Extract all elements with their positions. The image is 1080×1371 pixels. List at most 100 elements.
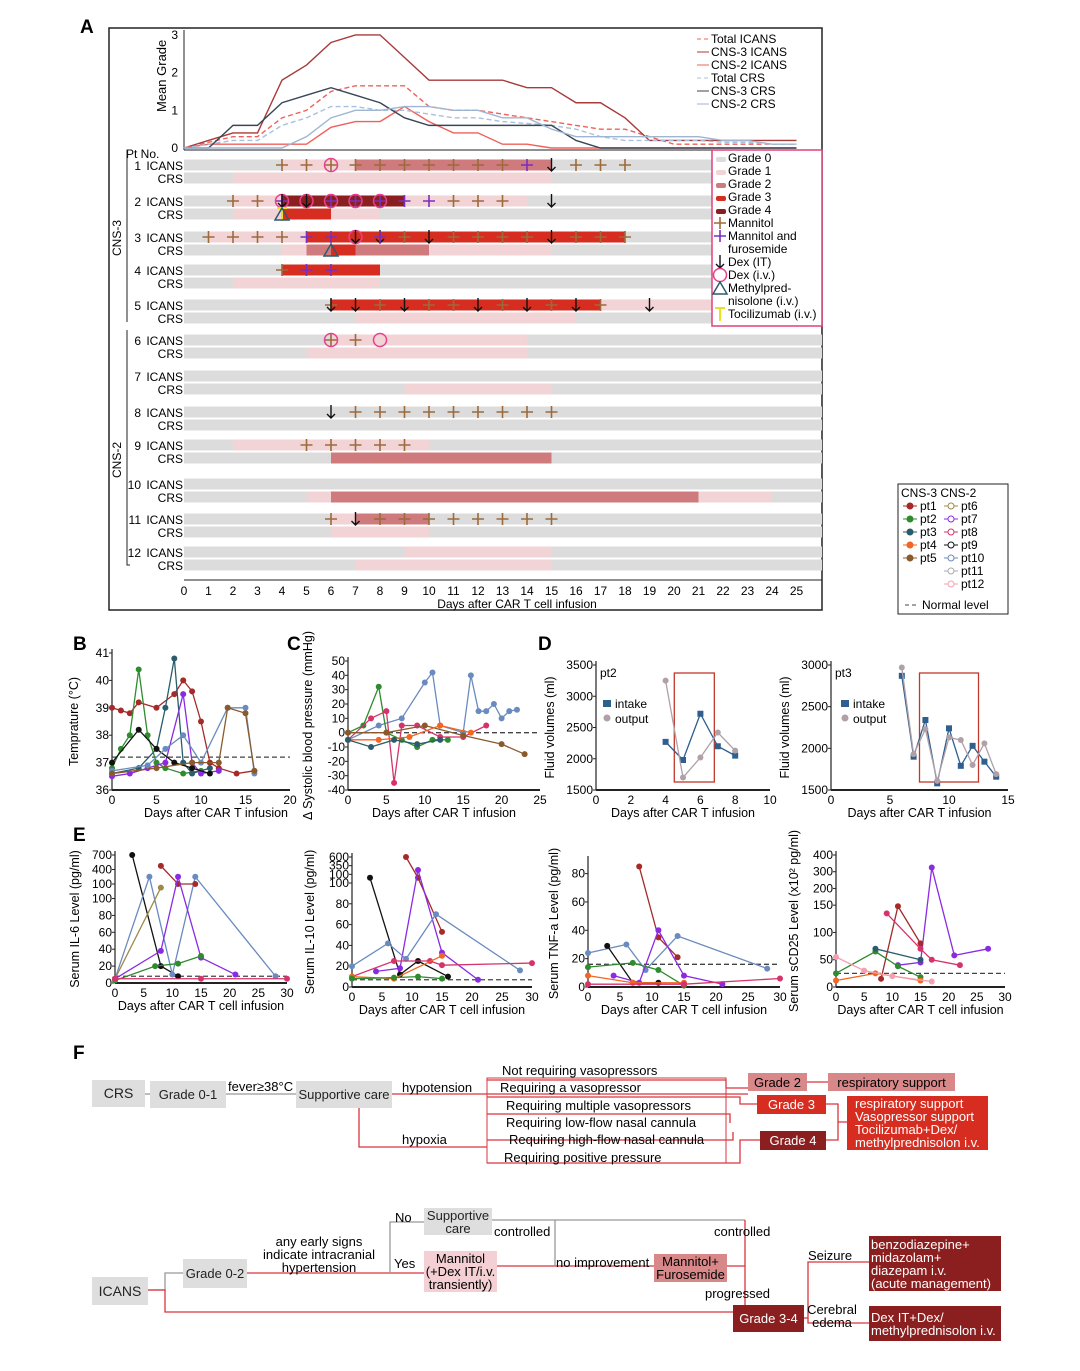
mannitol-icon (398, 159, 411, 171)
data-point-pt2 (391, 974, 397, 981)
highlight-box (918, 672, 980, 783)
mannitol-furosemide-icon (374, 231, 386, 243)
series-line-pt2 (351, 975, 443, 980)
data-point-pt10 (180, 732, 187, 739)
x-axis-label: Days after CAR T infusion (847, 806, 991, 820)
data-point-pt3 (206, 765, 213, 772)
patient-number: 7 (134, 370, 141, 384)
y-tick-label: 0 (105, 976, 112, 990)
grade-4-segment (282, 195, 405, 207)
dex-iv-circle-icon (372, 193, 388, 209)
y-tick-label: 1500 (566, 783, 593, 797)
series-line-pt9 (111, 728, 211, 775)
series-line-cns-3-crs (184, 86, 797, 149)
group-brackets (126, 149, 130, 566)
lane-background (184, 277, 822, 289)
data-point-pt9 (189, 765, 196, 772)
x-tick-label: 20 (667, 584, 681, 598)
dex-it-arrow-icon (351, 512, 360, 526)
data-point-pt2 (144, 732, 151, 739)
panel-label-e: E (73, 825, 86, 846)
mannitol-furosemide-icon (325, 231, 337, 243)
x-tick-label: 0 (593, 793, 600, 807)
data-point-pt7 (475, 976, 481, 983)
data-point-pt1 (189, 688, 196, 695)
y-tick-label: 3 (171, 28, 178, 42)
mannitol-icon (570, 231, 582, 243)
y-tick-label: 2000 (801, 741, 828, 755)
mannitol-icon (276, 264, 288, 276)
x-tick-label: 15 (1001, 793, 1015, 807)
x-tick-label: 20 (942, 990, 956, 1004)
legend-label: pt7 (961, 512, 978, 526)
legend-label: Tocilizumab (i.v.) (728, 307, 816, 321)
mannitol-furosemide-icon (521, 159, 533, 171)
signs-line: hypertension (281, 1259, 357, 1275)
data-point-pt8 (928, 956, 935, 963)
series-line-output (664, 680, 736, 779)
mannitol-icon (300, 439, 313, 451)
signs-line: any early signs (275, 1233, 363, 1249)
flow-connector (148, 1272, 183, 1291)
x-tick-label: 10 (886, 990, 900, 1004)
panel-label-c: C (287, 634, 301, 655)
data-point-pt9 (604, 942, 611, 949)
y-tick-label: 40 (332, 668, 346, 682)
data-point-pt7 (928, 864, 935, 871)
y-tick-label: 40 (572, 923, 586, 937)
respiratory-support-node: respiratory support (828, 1073, 955, 1091)
data-point-pt10 (429, 669, 436, 676)
data-point-intake (922, 717, 929, 723)
crs-option: Requiring positive pressure (504, 1150, 662, 1165)
x-tick-label: 25 (252, 986, 266, 1000)
dex-it-arrow-icon (302, 194, 311, 208)
data-point-pt2 (655, 966, 662, 973)
x-tick-label: 14 (520, 584, 534, 598)
data-point-pt1 (878, 975, 885, 982)
x-tick-label: 12 (471, 584, 485, 598)
x-tick-label: 0 (112, 986, 119, 1000)
crs-treatment-node: respiratory support Vasopressor support To… (847, 1096, 988, 1150)
data-point-pt7 (162, 759, 169, 766)
data-point-pt10 (169, 971, 176, 978)
data-point-output (697, 754, 704, 761)
series-line-pt10 (347, 670, 518, 741)
mannitol-icon (496, 231, 509, 243)
data-point-pt1 (674, 954, 681, 961)
flow-connector (826, 1103, 847, 1123)
data-point-pt1 (171, 691, 178, 698)
x-tick-label: 25 (495, 990, 509, 1004)
mannitol-icon (325, 513, 337, 525)
data-point-pt7 (985, 945, 992, 952)
y-axis-label: Serum IL-6 Level (pg/ml) (68, 850, 82, 988)
series-line-pt8 (886, 912, 961, 966)
grade-1-segment (331, 208, 380, 220)
y-tick-label: 41 (96, 646, 110, 660)
grade-2-segment (355, 513, 429, 525)
y-tick-label: 2 (171, 66, 178, 80)
mannitol-icon (374, 159, 386, 171)
mannitol-icon (398, 439, 411, 451)
grade-1-segment (331, 513, 356, 525)
mannitol-icon (472, 513, 484, 525)
data-point-pt4 (629, 979, 636, 986)
x-tick-label: 30 (280, 986, 294, 1000)
x-tick-label: 1 (205, 584, 212, 598)
node-line: midazolam+ (871, 1249, 942, 1265)
data-point-pt7 (655, 927, 662, 934)
data-point-intake (662, 738, 669, 745)
patient-number: 6 (134, 334, 141, 348)
row-label-icans: ICANS (146, 334, 183, 348)
mannitol-icon (472, 231, 484, 243)
x-tick-label: 0 (181, 584, 188, 598)
x-axis-label: Days after CAR T cell infusion (359, 1003, 525, 1017)
data-point-pt2 (833, 970, 839, 977)
legend-label: pt9 (961, 538, 978, 552)
seizure-label: Seizure (808, 1248, 853, 1263)
no-label: No (395, 1210, 412, 1225)
data-point-pt2 (585, 964, 591, 971)
data-point-intake (898, 672, 905, 679)
series-line-pt9 (131, 854, 179, 977)
data-point-pt1 (894, 903, 901, 910)
mannitol-icon (545, 406, 558, 418)
